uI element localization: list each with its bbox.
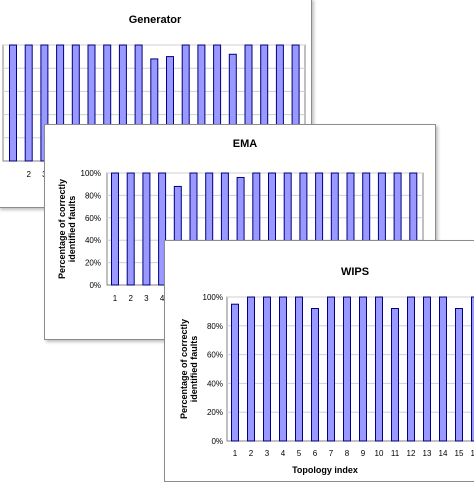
- wips-x-tick-label: 14: [439, 449, 448, 458]
- ema-x-tick-label: 2: [128, 294, 133, 303]
- ema-y-tick-label: 40%: [85, 236, 101, 245]
- generator-bar: [10, 45, 17, 161]
- wips-x-tick-label: 2: [249, 449, 254, 458]
- wips-bar: [328, 297, 335, 441]
- wips-bar: [232, 304, 239, 441]
- wips-chart-title: WIPS: [341, 266, 369, 278]
- wips-y-axis-label: Percentage of correctlyidentified faults: [179, 319, 199, 419]
- wips-x-tick-label: 9: [361, 449, 366, 458]
- wips-y-tick-label: 80%: [207, 322, 223, 331]
- generator-bar: [25, 45, 32, 161]
- wips-x-tick-label: 7: [329, 449, 334, 458]
- wips-bar: [392, 309, 399, 441]
- wips-bar: [248, 297, 255, 441]
- wips-bar: [424, 297, 431, 441]
- ema-bar: [127, 173, 134, 285]
- wips-chart: 0%20%40%60%80%100%1234567891011121314151…: [165, 241, 474, 481]
- ema-y-tick-label: 100%: [81, 169, 101, 178]
- ema-bar: [112, 173, 119, 285]
- wips-x-tick-label: 13: [423, 449, 432, 458]
- wips-x-tick-label: 15: [455, 449, 464, 458]
- wips-y-tick-label: 60%: [207, 351, 223, 360]
- wips-bar: [312, 309, 319, 441]
- ema-bar: [143, 173, 150, 285]
- generator-chart-title: Generator: [129, 14, 182, 26]
- wips-y-tick-label: 20%: [207, 408, 223, 417]
- ema-y-tick-label: 80%: [85, 191, 101, 200]
- wips-bar: [408, 297, 415, 441]
- wips-bar: [264, 297, 271, 441]
- wips-y-tick-label: 0%: [211, 437, 223, 446]
- wips-x-tick-label: 3: [265, 449, 270, 458]
- wips-x-tick-label: 1: [233, 449, 238, 458]
- wips-x-tick-label: 4: [281, 449, 286, 458]
- ema-y-axis-label: Percentage of correctlyidentified faults: [57, 179, 77, 279]
- wips-bar: [376, 297, 383, 441]
- ema-x-tick-label: 1: [113, 294, 118, 303]
- ema-y-tick-label: 60%: [85, 214, 101, 223]
- generator-x-tick-label: 2: [26, 170, 31, 179]
- wips-bar: [344, 297, 351, 441]
- wips-x-tick-label: 6: [313, 449, 318, 458]
- wips-y-tick-label: 100%: [203, 293, 223, 302]
- wips-chart-panel: 0%20%40%60%80%100%1234567891011121314151…: [164, 240, 474, 482]
- wips-x-tick-label: 8: [345, 449, 350, 458]
- ema-x-tick-label: 3: [144, 294, 149, 303]
- wips-x-tick-label: 12: [407, 449, 416, 458]
- ema-y-tick-label: 20%: [85, 259, 101, 268]
- wips-bar: [296, 297, 303, 441]
- wips-bar: [280, 297, 287, 441]
- wips-x-tick-label: 11: [391, 449, 400, 458]
- wips-y-tick-label: 40%: [207, 379, 223, 388]
- wips-x-tick-label: 16: [471, 449, 474, 458]
- ema-y-tick-label: 0%: [89, 281, 101, 290]
- wips-bar: [440, 297, 447, 441]
- wips-bar: [456, 309, 463, 441]
- ema-chart-title: EMA: [233, 138, 258, 150]
- wips-bar: [360, 297, 367, 441]
- wips-x-tick-label: 5: [297, 449, 302, 458]
- wips-x-tick-label: 10: [375, 449, 384, 458]
